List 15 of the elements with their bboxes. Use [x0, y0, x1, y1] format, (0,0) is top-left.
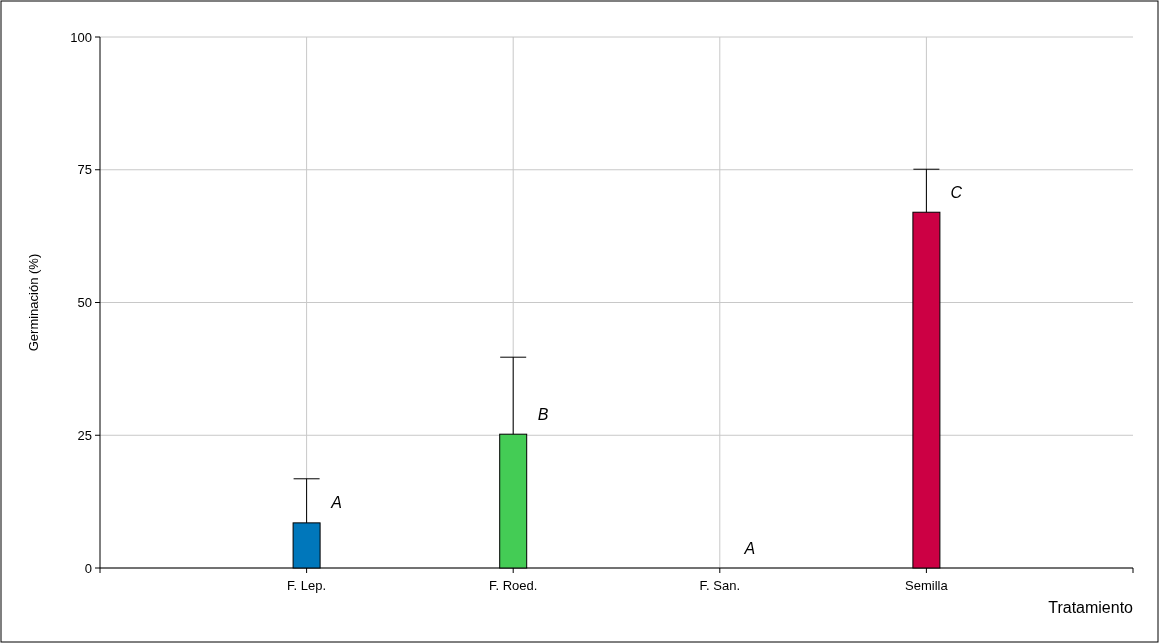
annotation: A	[330, 494, 342, 512]
y-tick-label: 25	[77, 427, 92, 443]
y-axis-title: Germinación (%)	[26, 253, 41, 352]
x-tick-label: F. Lep.	[287, 578, 327, 593]
x-axis-title: Tratamiento	[1048, 599, 1134, 616]
x-tick-label: F. San.	[699, 578, 741, 593]
annotation: A	[743, 539, 756, 557]
x-tick-label: F. Roed.	[488, 578, 538, 593]
y-tick-label: 75	[77, 162, 92, 178]
y-tick-label: 0	[84, 560, 92, 576]
annotation: C	[950, 183, 963, 201]
annotation: B	[537, 405, 549, 423]
x-tick-label: Semilla	[905, 578, 949, 593]
y-tick-label: 50	[77, 295, 92, 311]
y-tick-label: 100	[70, 29, 92, 45]
